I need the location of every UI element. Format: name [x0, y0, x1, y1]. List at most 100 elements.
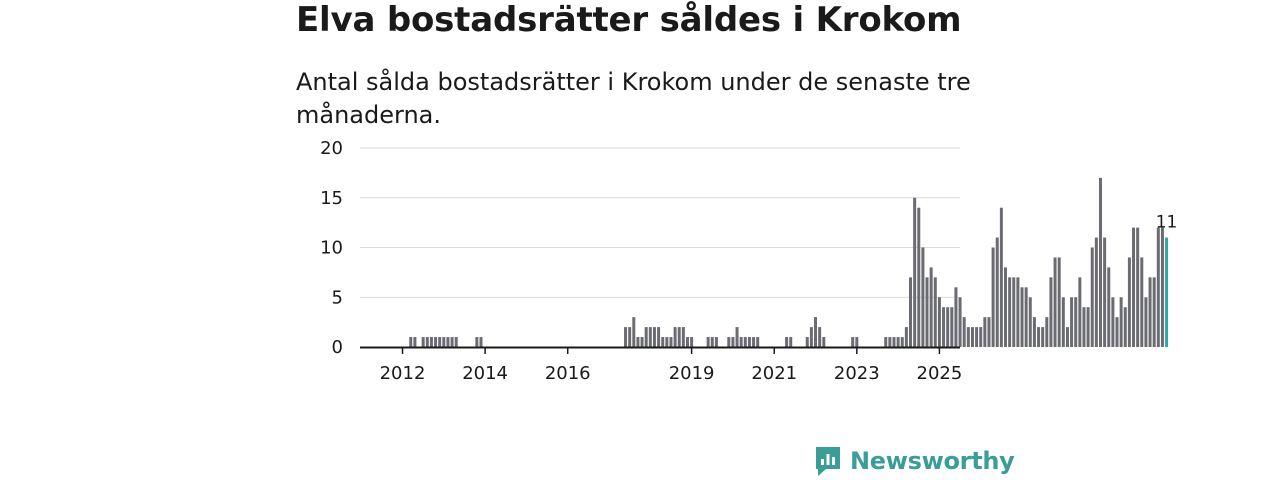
y-tick-label: 0	[332, 337, 343, 358]
bar	[818, 327, 822, 347]
bar	[1115, 317, 1119, 347]
bar	[888, 337, 892, 347]
bar	[681, 327, 685, 347]
bar	[673, 327, 677, 347]
bar	[929, 267, 933, 347]
newsworthy-logo-icon	[816, 447, 840, 476]
brand-name: Newsworthy	[850, 447, 1015, 475]
x-axis-ticks: 2012 2014 2016 2019 2021 2023 2025	[380, 347, 963, 384]
y-axis-ticks: 0 5 10 15 20	[320, 138, 343, 358]
bar	[946, 307, 950, 347]
bar	[1148, 277, 1152, 347]
bar	[789, 337, 793, 347]
bar	[1094, 237, 1098, 347]
chart-title: Elva bostadsrätter såldes i Krokom	[296, 0, 962, 40]
bar	[896, 337, 900, 347]
bar	[805, 337, 809, 347]
bar	[995, 237, 999, 347]
bar	[822, 337, 826, 347]
bar	[685, 337, 689, 347]
bar	[636, 337, 640, 347]
bar	[1078, 277, 1082, 347]
bar	[731, 337, 735, 347]
bar	[1123, 307, 1127, 347]
bar	[1136, 227, 1140, 347]
y-tick-label: 15	[320, 188, 343, 209]
bar	[434, 337, 438, 347]
bar	[442, 337, 446, 347]
bar-highlight	[1165, 237, 1169, 347]
bars	[409, 177, 1169, 347]
bar	[669, 337, 673, 347]
y-tick-label: 20	[320, 138, 343, 159]
bar	[632, 317, 636, 347]
bar	[661, 337, 665, 347]
bar	[413, 337, 417, 347]
bar	[991, 247, 995, 347]
bar	[1132, 227, 1136, 347]
bar	[851, 337, 855, 347]
bar	[665, 337, 669, 347]
bar	[644, 327, 648, 347]
bar	[648, 327, 652, 347]
bar	[1008, 277, 1012, 347]
bar	[1140, 257, 1144, 347]
bar	[970, 327, 974, 347]
bar	[884, 337, 888, 347]
bar	[975, 327, 979, 347]
bar	[429, 337, 433, 347]
x-tick-label: 2012	[380, 363, 426, 384]
bar	[892, 337, 896, 347]
bar	[475, 337, 479, 347]
chart-subtitle: Antal sålda bostadsrätter i Krokom under…	[296, 68, 971, 129]
bar	[747, 337, 751, 347]
bar	[438, 337, 442, 347]
bar	[446, 337, 450, 347]
bar	[714, 337, 718, 347]
bar	[1053, 257, 1057, 347]
bar	[1028, 297, 1032, 347]
bar	[958, 297, 962, 347]
bar	[962, 317, 966, 347]
x-tick-label: 2025	[917, 363, 963, 384]
bar	[1057, 257, 1061, 347]
bar	[785, 337, 789, 347]
y-tick-label: 5	[332, 287, 343, 308]
bar	[756, 337, 760, 347]
bar	[1074, 297, 1078, 347]
x-tick-label: 2016	[545, 363, 591, 384]
bar	[913, 197, 917, 347]
bar	[954, 287, 958, 347]
bar	[727, 337, 731, 347]
x-tick-label: 2023	[834, 363, 880, 384]
bar	[479, 337, 483, 347]
bar	[809, 327, 813, 347]
bar	[421, 337, 425, 347]
bar	[814, 317, 818, 347]
bar	[1045, 317, 1049, 347]
bar	[628, 327, 632, 347]
bar	[1103, 237, 1107, 347]
bar	[1160, 227, 1164, 347]
bar	[677, 327, 681, 347]
brand-logo: Newsworthy	[814, 445, 1015, 477]
bar	[1024, 287, 1028, 347]
y-tick-label: 10	[320, 238, 343, 259]
bar	[1016, 277, 1020, 347]
bar	[743, 337, 747, 347]
bar	[925, 277, 929, 347]
bar	[1037, 327, 1041, 347]
bar	[690, 337, 694, 347]
bar	[987, 317, 991, 347]
data-labels: 11	[1156, 213, 1178, 233]
bar	[921, 247, 925, 347]
bar	[937, 297, 941, 347]
bar	[1012, 277, 1016, 347]
grid-lines	[360, 147, 960, 298]
bar	[735, 327, 739, 347]
bar	[640, 337, 644, 347]
bar	[1119, 297, 1123, 347]
bar	[1127, 257, 1131, 347]
bar	[1020, 287, 1024, 347]
